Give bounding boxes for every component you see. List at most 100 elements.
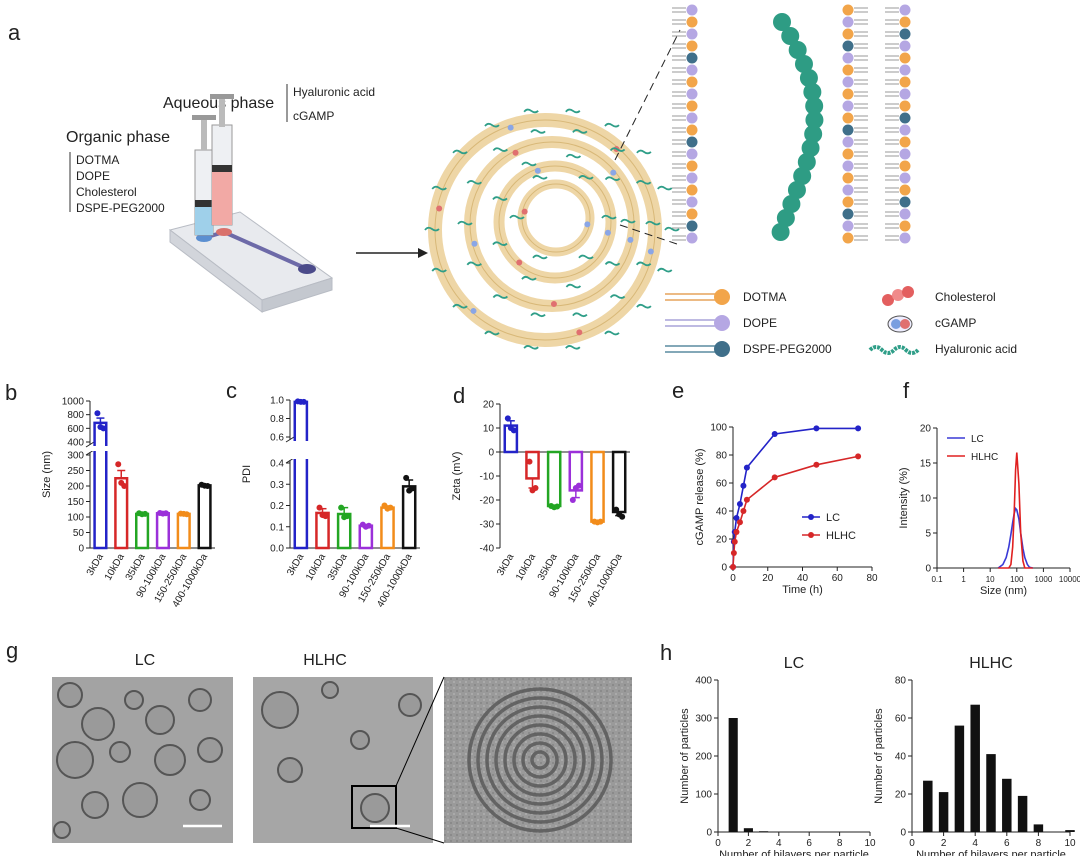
component: Hyaluronic acid xyxy=(293,85,375,99)
lipid-head xyxy=(899,148,911,160)
lipid-head xyxy=(686,208,698,220)
bar xyxy=(954,725,965,832)
legend-text: DSPE-PEG2000 xyxy=(743,342,832,356)
y-tick-label: 100 xyxy=(695,790,712,801)
organic-title: Organic phase xyxy=(66,129,170,146)
panel-label: h xyxy=(660,640,672,665)
lipid-head xyxy=(686,88,698,100)
hyaluronic-acid xyxy=(492,196,508,201)
y-axis-label: cGAMP release (%) xyxy=(694,449,706,546)
lipid-head xyxy=(842,124,854,136)
hyaluronic-acid xyxy=(604,261,621,266)
hyaluronic-acid xyxy=(572,312,588,318)
bar xyxy=(986,754,996,832)
bar xyxy=(401,485,417,550)
lipid-tail xyxy=(885,55,899,61)
lipid-tail xyxy=(854,79,868,85)
hyaluronic-acid xyxy=(466,180,482,185)
lipid-tail xyxy=(885,223,899,229)
x-axis-label: Number of bilayers per particle xyxy=(916,849,1066,856)
y-axis-label: Zeta (mV) xyxy=(451,452,463,501)
lipid-tail xyxy=(854,19,868,25)
cgamp xyxy=(550,300,557,307)
bar xyxy=(197,484,212,550)
hyaluronic-acid xyxy=(530,129,546,134)
lipid-tail xyxy=(672,55,686,61)
lipid-tail xyxy=(854,151,868,157)
lipid-head xyxy=(686,52,698,64)
data-point xyxy=(731,538,738,545)
chart-title: HLHC xyxy=(969,655,1013,672)
lipid-tail xyxy=(854,199,868,205)
lipid-tail xyxy=(672,19,686,25)
component: DOTMA xyxy=(76,153,119,167)
lipid-tail xyxy=(854,55,868,61)
x-tick-label: 2 xyxy=(941,838,947,849)
data-point xyxy=(504,415,511,422)
lipid-head xyxy=(842,64,854,76)
lipid-tail xyxy=(672,223,686,229)
bar xyxy=(923,780,933,832)
cgamp xyxy=(512,149,519,156)
lipid-tail xyxy=(854,175,868,181)
hyaluronic-acid xyxy=(601,214,617,220)
ha-bead xyxy=(776,209,795,227)
component: DOPE xyxy=(76,169,110,183)
lipid-head xyxy=(899,136,911,148)
y-tick-label: 60 xyxy=(895,714,907,725)
y-tick-label: 200 xyxy=(695,752,712,763)
bar xyxy=(1002,778,1012,832)
series-line xyxy=(997,506,1033,569)
lipid-tail xyxy=(854,103,868,109)
ha-bead xyxy=(799,69,818,87)
x-tick-label: 3kDa xyxy=(285,552,306,578)
lipid-tail xyxy=(885,235,899,241)
lipid-head xyxy=(686,100,698,112)
vesicle xyxy=(122,782,158,818)
bar xyxy=(759,831,769,832)
hyaluronic-acid xyxy=(452,149,468,155)
lipid-tail xyxy=(672,103,686,109)
y-tick-label: 40 xyxy=(716,507,728,518)
legend-text: DOPE xyxy=(743,316,777,330)
component: Cholesterol xyxy=(76,185,137,199)
lipid-head xyxy=(899,220,911,232)
lipid-head xyxy=(686,196,698,208)
y-tick-label: 0 xyxy=(78,544,84,555)
ha-bead xyxy=(773,13,791,31)
y-tick-label: 600 xyxy=(67,424,84,435)
bar xyxy=(611,450,627,514)
lipid-tail xyxy=(854,115,868,121)
vesicles xyxy=(53,681,613,839)
lipid-head xyxy=(842,28,854,40)
lipid-head xyxy=(686,232,698,244)
ring xyxy=(503,723,577,797)
data-point xyxy=(183,511,190,518)
bar xyxy=(970,704,980,832)
y-tick-label: 0 xyxy=(925,564,931,575)
y-tick-label: 10 xyxy=(920,494,932,505)
hyaluronic-acid xyxy=(521,161,537,167)
cgamp xyxy=(604,229,611,236)
x-tick-label: 1000 xyxy=(1035,575,1053,584)
data-point xyxy=(730,550,737,556)
hyaluronic-acid xyxy=(424,226,440,232)
hyaluronic-acid xyxy=(609,147,626,152)
data-point xyxy=(403,474,410,481)
data-point xyxy=(771,474,778,481)
x-tick-label: 0 xyxy=(909,838,915,849)
lipid-tail xyxy=(854,43,868,49)
x-axis-label: Size (nm) xyxy=(980,585,1027,597)
hyaluronic-acid xyxy=(657,267,673,273)
y-tick-label: 5 xyxy=(925,529,931,540)
microfluidic-chip xyxy=(168,94,334,314)
lipid-tail xyxy=(854,127,868,133)
data-point xyxy=(740,508,747,514)
y-tick-label: 300 xyxy=(67,451,84,462)
vesicle xyxy=(197,737,223,763)
ring xyxy=(467,687,613,833)
x-tick-label: 40 xyxy=(797,573,809,584)
legend-marker xyxy=(808,532,814,538)
component: cGAMP xyxy=(293,109,334,123)
